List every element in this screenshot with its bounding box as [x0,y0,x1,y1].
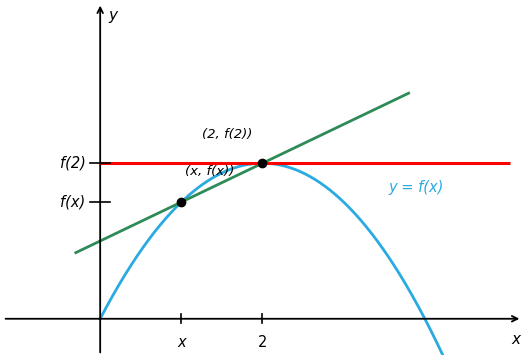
Text: f(x): f(x) [60,195,86,209]
Text: (x, f(x)): (x, f(x)) [185,165,235,178]
Text: (2, f(2)): (2, f(2)) [202,128,252,141]
Text: x: x [511,332,520,347]
Text: 2: 2 [258,335,267,349]
Text: y = f(x): y = f(x) [388,180,444,195]
Text: y: y [108,8,117,23]
Text: x: x [177,335,186,349]
Text: f(2): f(2) [60,156,86,171]
